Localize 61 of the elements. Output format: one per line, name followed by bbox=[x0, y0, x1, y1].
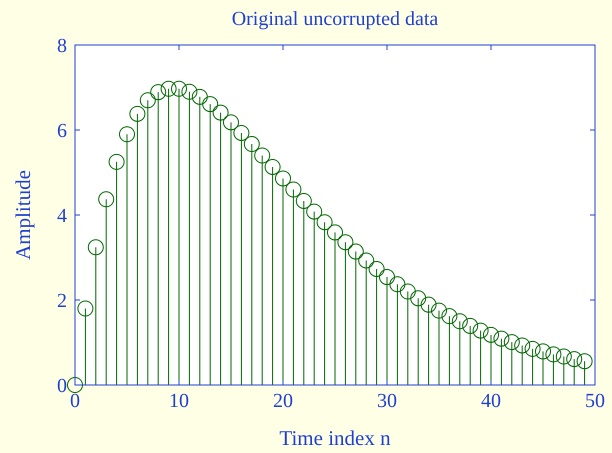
point bbox=[545, 346, 562, 362]
point bbox=[296, 192, 312, 209]
point bbox=[420, 296, 437, 313]
x-tick-label: 10 bbox=[169, 390, 189, 412]
point bbox=[368, 260, 385, 277]
point bbox=[244, 136, 260, 152]
point bbox=[108, 154, 125, 170]
y-tick-label: 8 bbox=[57, 35, 67, 57]
x-tick-label: 30 bbox=[377, 390, 397, 412]
point bbox=[88, 239, 104, 256]
point bbox=[514, 337, 530, 354]
y-tick-label: 6 bbox=[57, 120, 67, 142]
point bbox=[566, 351, 582, 368]
x-tick-label: 40 bbox=[481, 390, 501, 412]
point bbox=[535, 343, 551, 360]
point bbox=[212, 104, 229, 121]
point bbox=[202, 96, 218, 112]
point bbox=[150, 84, 166, 100]
point bbox=[192, 88, 208, 105]
point bbox=[77, 300, 94, 316]
point bbox=[119, 126, 135, 142]
point bbox=[275, 170, 291, 186]
point bbox=[441, 308, 458, 324]
point bbox=[223, 114, 239, 130]
chart-title: Original uncorrupted data bbox=[232, 8, 438, 30]
point bbox=[493, 330, 510, 347]
point bbox=[389, 276, 406, 292]
y-tick-label: 4 bbox=[57, 205, 67, 227]
point bbox=[327, 224, 343, 240]
point bbox=[472, 322, 489, 339]
point bbox=[171, 80, 187, 97]
point bbox=[452, 313, 468, 330]
point bbox=[285, 182, 302, 198]
point bbox=[431, 302, 447, 319]
point bbox=[233, 124, 250, 141]
point bbox=[358, 252, 374, 268]
point bbox=[524, 340, 541, 357]
point bbox=[462, 318, 478, 334]
point bbox=[504, 334, 520, 350]
point bbox=[576, 353, 593, 370]
x-tick-label: 50 bbox=[585, 390, 605, 412]
x-axis-title: Time index n bbox=[279, 426, 392, 450]
point bbox=[98, 191, 114, 208]
point bbox=[254, 148, 270, 164]
y-tick-label: 0 bbox=[57, 375, 67, 397]
point bbox=[348, 244, 364, 260]
y-axis-title: Amplitude bbox=[11, 170, 35, 260]
point bbox=[316, 214, 333, 230]
point bbox=[556, 348, 572, 365]
y-tick-label: 2 bbox=[57, 290, 67, 312]
point bbox=[337, 234, 354, 250]
point bbox=[264, 158, 281, 175]
point bbox=[129, 106, 146, 122]
point bbox=[379, 269, 395, 286]
point bbox=[400, 284, 416, 300]
point bbox=[181, 84, 198, 100]
point bbox=[410, 290, 426, 306]
point bbox=[140, 92, 156, 108]
point bbox=[483, 326, 499, 343]
point bbox=[306, 204, 322, 220]
x-tick-label: 20 bbox=[273, 390, 293, 412]
